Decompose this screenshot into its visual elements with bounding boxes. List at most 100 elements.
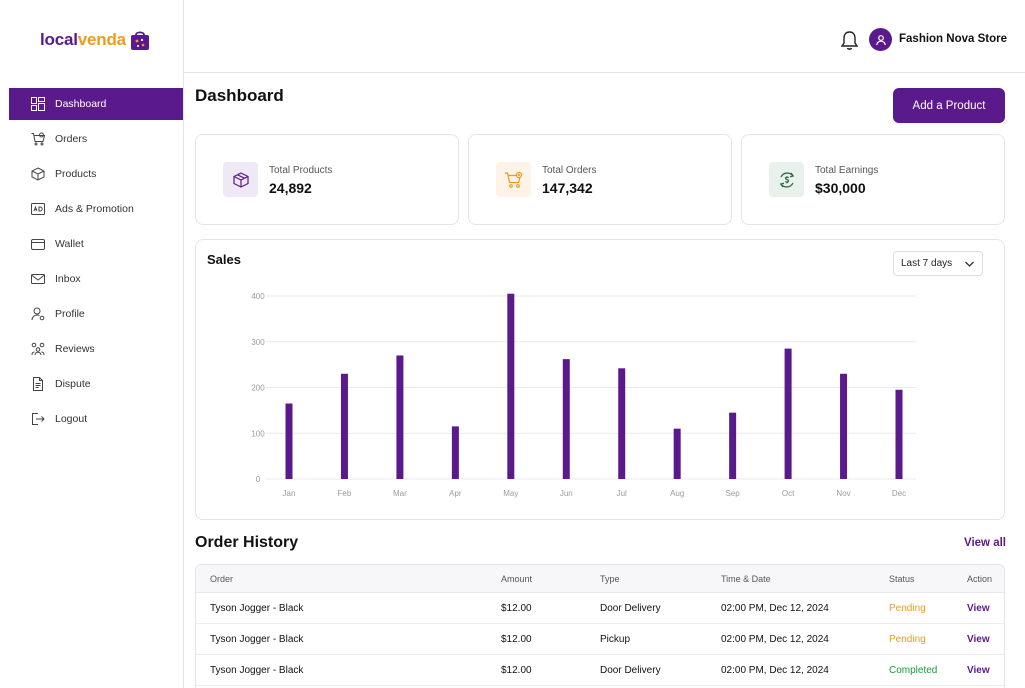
bell-icon[interactable] [840,30,859,51]
order-status: Pending [889,633,926,645]
sidebar-item-profile[interactable]: Profile [9,298,183,330]
page-title: Dashboard [195,86,284,105]
order-name: Tyson Jogger - Black [210,633,304,645]
bar-may[interactable] [507,293,515,479]
sidebar-item-label: Inbox [55,273,81,285]
x-tick-label: Apr [449,489,462,498]
sidebar-item-wallet[interactable]: Wallet [9,228,183,260]
sidebar-item-label: Logout [55,413,88,425]
order-time: 02:00 PM, Dec 12, 2024 [721,664,829,676]
stat-icon-money [769,162,804,197]
x-tick-label: Oct [782,489,795,498]
money-exchange-icon [779,171,794,188]
bar-sep[interactable] [729,412,737,479]
column-header: Type [600,573,620,584]
logout-icon [31,412,45,426]
order-time: 02:00 PM, Dec 12, 2024 [721,602,829,614]
sidebar-item-label: Orders [55,133,88,145]
order-type: Door Delivery [600,602,661,614]
brand-logo[interactable]: localvenda [40,26,151,54]
view-order-link[interactable]: View [967,602,990,614]
stat-icon-cart [496,162,531,197]
sidebar-item-logout[interactable]: Logout [9,403,183,435]
order-name: Tyson Jogger - Black [210,602,304,614]
sidebar-item-dispute[interactable]: Dispute [9,368,183,400]
table-row[interactable]: Tyson Jogger - Black $12.00 Door Deliver… [196,593,1004,624]
order-amount: $12.00 [501,664,532,676]
stat-card-total-earnings: Total Earnings $30,000 [741,134,1005,225]
add-product-button[interactable]: Add a Product [893,88,1005,123]
order-type: Door Delivery [600,664,661,676]
bar-aug[interactable] [673,428,681,479]
order-history-title: Order History [195,534,299,551]
view-all-link[interactable]: View all [964,537,1006,549]
user-icon [31,307,45,321]
cart-icon [31,132,45,146]
avatar[interactable] [869,28,892,51]
y-tick-label: 400 [251,292,265,301]
sidebar-item-label: Products [55,168,97,180]
sidebar-nav: Dashboard Orders Products Ads & Promotio… [9,88,183,438]
order-amount: $12.00 [501,602,532,614]
stat-card-total-orders: Total Orders 147,342 [468,134,732,225]
sidebar-item-products[interactable]: Products [9,158,183,190]
table-row[interactable]: Tyson Jogger - Black $12.00 Door Deliver… [196,655,1004,686]
bar-apr[interactable] [451,426,459,479]
y-tick-label: 300 [251,338,265,347]
y-tick-label: 100 [251,429,265,438]
view-order-link[interactable]: View [967,633,990,645]
box-icon [31,167,45,181]
sidebar-item-ads-promotion[interactable]: Ads & Promotion [9,193,183,225]
sidebar-item-label: Ads & Promotion [55,203,134,215]
bar-jan[interactable] [285,403,293,479]
sidebar-item-orders[interactable]: Orders [9,123,183,155]
mail-icon [31,272,45,286]
date-range-value: Last 7 days [901,258,953,269]
bar-mar[interactable] [396,355,404,479]
column-header: Order [210,573,234,584]
bar-jul[interactable] [618,368,626,479]
column-header: Action [967,573,993,584]
sales-title: Sales [207,252,241,267]
sidebar: localvenda Dashboard Orders Products Ads… [0,0,184,688]
document-icon [31,377,45,391]
table-row[interactable]: Tyson Jogger - Black $12.00 Pickup 02:00… [196,624,1004,655]
bar-jun[interactable] [562,359,570,479]
sidebar-item-label: Wallet [55,238,84,250]
stat-icon-box [223,162,258,197]
brand-name: localvenda [40,30,126,49]
x-tick-label: Mar [393,489,407,498]
order-status: Pending [889,602,926,614]
sidebar-item-dashboard[interactable]: Dashboard [9,88,183,120]
bar-oct[interactable] [784,348,792,479]
order-time: 02:00 PM, Dec 12, 2024 [721,633,829,645]
sidebar-item-label: Reviews [55,343,95,355]
stat-label: Total Products [269,165,333,176]
bar-nov[interactable] [840,373,848,479]
shopping-bag-icon [130,31,149,50]
view-order-link[interactable]: View [967,664,990,676]
sidebar-item-label: Dispute [55,378,91,390]
chevron-down-icon [965,261,974,267]
date-range-select[interactable]: Last 7 days [893,251,983,276]
bar-dec[interactable] [895,389,903,479]
x-tick-label: Jun [560,489,573,498]
cart-icon [504,171,522,188]
top-header: Fashion Nova Store [184,0,1025,73]
bar-feb[interactable] [340,373,348,479]
ads-icon [31,202,45,216]
x-tick-label: Jan [283,489,296,498]
stat-value: 24,892 [269,180,312,196]
sidebar-item-reviews[interactable]: Reviews [9,333,183,365]
order-type: Pickup [600,633,631,645]
order-status: Completed [889,664,938,676]
order-amount: $12.00 [501,633,532,645]
stat-value: 147,342 [542,180,593,196]
x-tick-label: Jul [617,489,627,498]
x-tick-label: May [503,489,518,498]
y-tick-label: 0 [256,475,261,484]
store-name[interactable]: Fashion Nova Store [899,33,1007,45]
sidebar-item-inbox[interactable]: Inbox [9,263,183,295]
y-tick-label: 200 [251,384,265,393]
x-tick-label: Sep [726,489,741,498]
